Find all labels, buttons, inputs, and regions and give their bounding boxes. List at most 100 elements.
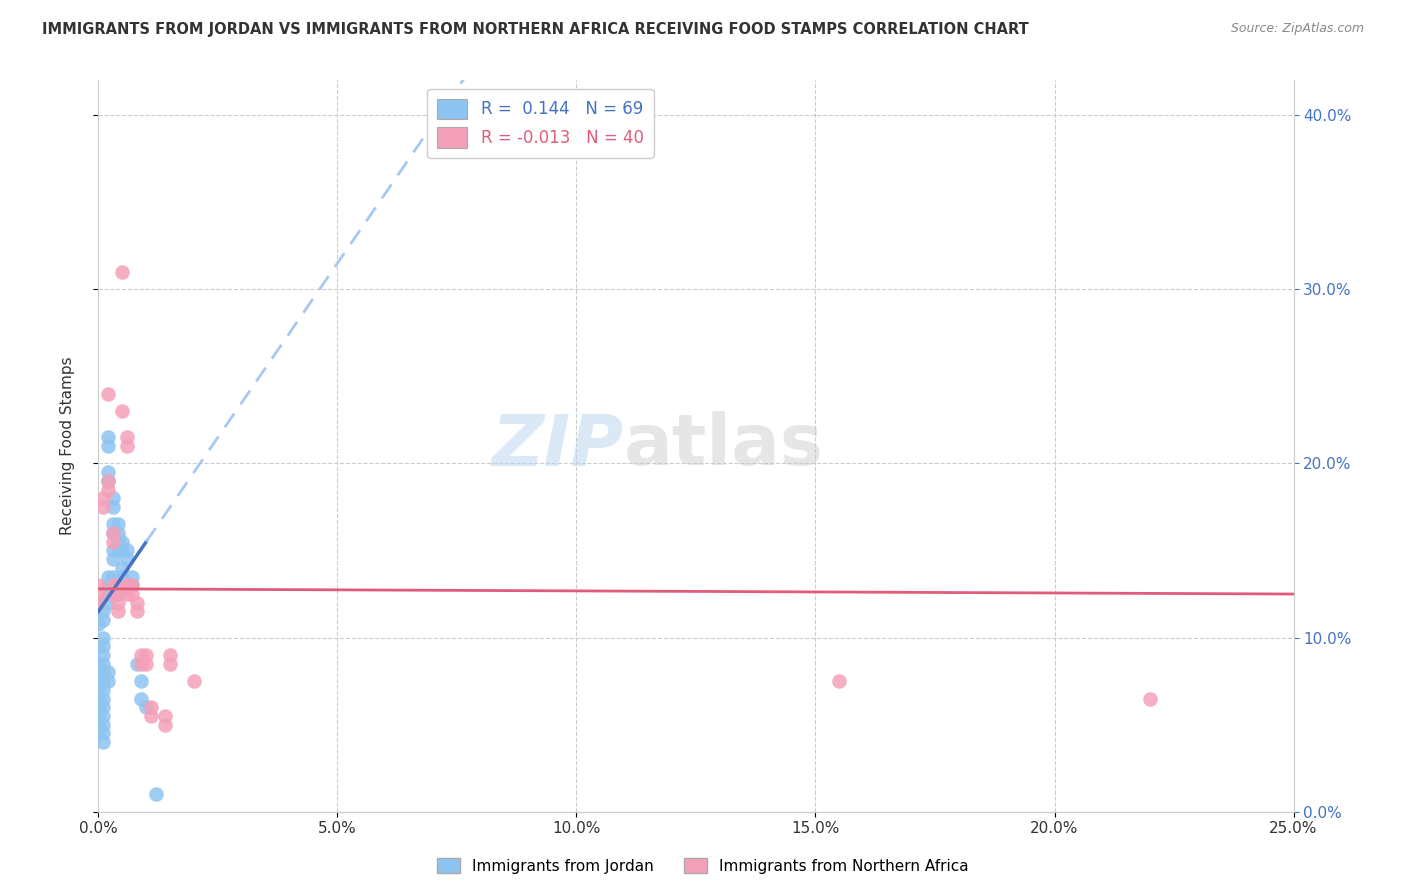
Point [107,604,129,618]
Point [87,679,110,693]
Point [87,686,110,700]
Point [101,526,124,541]
Point [87,717,110,731]
Point [97,474,120,488]
Point [111,265,134,279]
Point [97,674,120,689]
Point [97,430,120,444]
Point [107,517,129,532]
Point [87,691,110,706]
Point [139,700,162,714]
Point [91,717,114,731]
Point [115,552,138,566]
Point [91,657,114,671]
Point [115,578,138,592]
Point [101,578,124,592]
Point [107,578,129,592]
Point [97,578,120,592]
Point [111,404,134,418]
Point [155,709,177,723]
Point [101,543,124,558]
Point [91,735,114,749]
Point [101,552,124,566]
Point [101,491,124,506]
Point [91,674,114,689]
Point [97,386,120,401]
Point [87,665,110,680]
Point [155,717,177,731]
Point [87,596,110,610]
Point [101,534,124,549]
Point [115,543,138,558]
Point [97,439,120,453]
Y-axis label: Receiving Food Stamps: Receiving Food Stamps [60,357,75,535]
Point [131,657,153,671]
Point [125,596,148,610]
Point [111,543,134,558]
Point [159,657,181,671]
Point [111,534,134,549]
Point [115,439,138,453]
Point [115,587,138,601]
Point [97,465,120,479]
Point [87,578,110,592]
Point [87,596,110,610]
Point [91,682,114,697]
Point [87,709,110,723]
Point [87,700,110,714]
Point [125,657,148,671]
Point [87,587,110,601]
Point [91,613,114,627]
Point [135,657,157,671]
Legend: R =  0.144   N = 69, R = -0.013   N = 40: R = 0.144 N = 69, R = -0.013 N = 40 [427,88,654,158]
Point [115,430,138,444]
Point [111,569,134,583]
Point [1139,691,1161,706]
Point [91,491,114,506]
Point [91,500,114,514]
Point [91,631,114,645]
Point [107,587,129,601]
Point [135,700,157,714]
Point [91,640,114,654]
Point [145,787,167,801]
Point [97,665,120,680]
Point [101,500,124,514]
Point [121,587,143,601]
Point [97,596,120,610]
Point [91,691,114,706]
Point [87,674,110,689]
Point [87,721,110,735]
Point [97,569,120,583]
Point [87,726,110,740]
Point [97,587,120,601]
Point [101,587,124,601]
Point [111,561,134,575]
Point [131,674,153,689]
Point [91,648,114,662]
Point [183,674,205,689]
Point [131,691,153,706]
Text: Source: ZipAtlas.com: Source: ZipAtlas.com [1230,22,1364,36]
Point [107,596,129,610]
Point [828,674,851,689]
Point [101,517,124,532]
Point [97,483,120,497]
Point [121,569,143,583]
Point [91,709,114,723]
Point [91,604,114,618]
Point [91,700,114,714]
Point [125,604,148,618]
Point [101,578,124,592]
Point [131,648,153,662]
Point [91,665,114,680]
Point [87,657,110,671]
Text: ZIP: ZIP [492,411,624,481]
Point [91,726,114,740]
Text: atlas: atlas [624,411,824,481]
Point [97,474,120,488]
Point [139,709,162,723]
Point [121,578,143,592]
Point [107,534,129,549]
Point [107,578,129,592]
